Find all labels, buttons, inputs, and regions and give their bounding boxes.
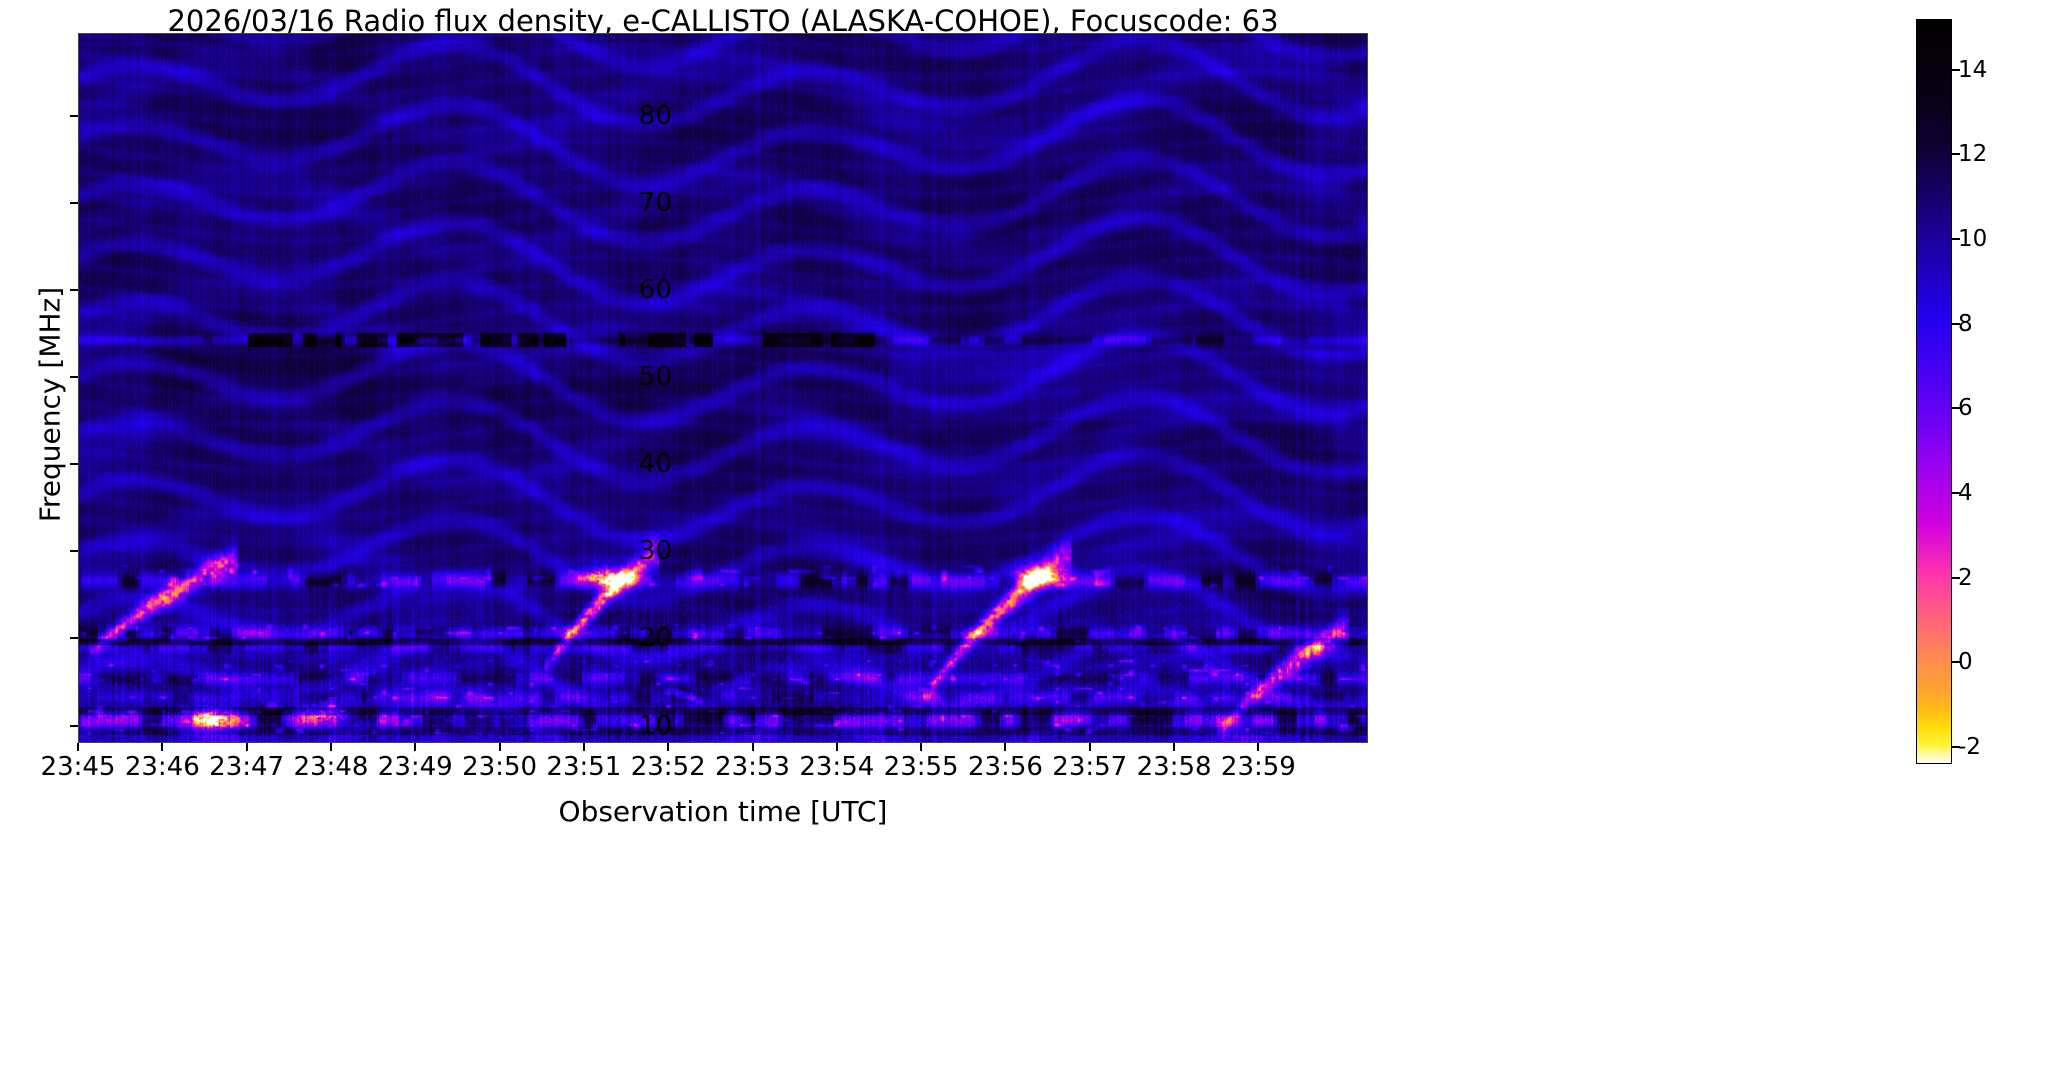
y-tick-label-20: 20 — [638, 623, 672, 654]
colorbar-tick-mark--2 — [1952, 746, 1960, 749]
x-tick-label-23-59: 23:59 — [1220, 752, 1296, 782]
x-tick-mark-23-58 — [1173, 743, 1176, 751]
colorbar-tick-label-14: 14 — [1958, 56, 1988, 83]
colorbar-tick-mark-2 — [1952, 576, 1960, 579]
x-tick-mark-23-57 — [1088, 743, 1091, 751]
y-tick-mark-40 — [70, 463, 78, 466]
x-tick-label-23-56: 23:56 — [967, 752, 1043, 782]
x-tick-mark-23-45 — [77, 743, 79, 751]
colorbar-tick-label-4: 4 — [1958, 480, 1973, 507]
x-tick-mark-23-51 — [582, 743, 585, 751]
y-tick-mark-10 — [70, 724, 78, 727]
x-tick-label-23-47: 23:47 — [209, 752, 285, 782]
colorbar-tick-label-0: 0 — [1958, 649, 1973, 676]
colorbar-tick-label-2: 2 — [1958, 564, 1973, 591]
x-tick-label-23-48: 23:48 — [293, 752, 369, 782]
x-tick-label-23-52: 23:52 — [630, 752, 706, 782]
x-tick-label-23-55: 23:55 — [883, 752, 959, 782]
y-tick-mark-60 — [70, 288, 78, 291]
y-tick-label-70: 70 — [638, 187, 672, 218]
spectrogram-image — [79, 34, 1367, 742]
spectrogram-plot-area — [78, 33, 1368, 743]
colorbar-tick-mark-4 — [1952, 492, 1960, 495]
colorbar-tick-mark-0 — [1952, 661, 1960, 664]
y-tick-label-40: 40 — [638, 449, 672, 480]
y-tick-mark-20 — [70, 637, 78, 640]
colorbar-tick-label-12: 12 — [1958, 141, 1988, 168]
x-tick-mark-23-59 — [1257, 743, 1260, 751]
x-tick-label-23-45: 23:45 — [40, 752, 116, 782]
x-tick-mark-23-53 — [751, 743, 754, 751]
y-tick-mark-70 — [70, 201, 78, 204]
y-tick-label-60: 60 — [638, 274, 672, 305]
colorbar-tick-mark-6 — [1952, 407, 1960, 410]
x-tick-mark-23-49 — [414, 743, 417, 751]
x-tick-label-23-58: 23:58 — [1136, 752, 1212, 782]
colorbar — [1916, 19, 1952, 764]
x-tick-label-23-46: 23:46 — [124, 752, 200, 782]
y-axis-label: Frequency [MHz] — [33, 286, 67, 523]
colorbar-tick-mark-10 — [1952, 238, 1960, 241]
y-tick-mark-30 — [70, 550, 78, 553]
y-tick-mark-80 — [70, 114, 78, 117]
colorbar-tick-label-10: 10 — [1958, 226, 1988, 253]
x-tick-mark-23-56 — [1004, 743, 1007, 751]
colorbar-tick-label--2: -2 — [1958, 734, 1981, 761]
colorbar-tick-mark-8 — [1952, 322, 1960, 325]
x-tick-mark-23-52 — [667, 743, 670, 751]
x-tick-mark-23-54 — [835, 743, 838, 751]
x-tick-mark-23-47 — [245, 743, 248, 751]
y-tick-label-30: 30 — [638, 536, 672, 567]
colorbar-tick-label-6: 6 — [1958, 395, 1973, 422]
x-tick-label-23-50: 23:50 — [462, 752, 538, 782]
colorbar-tick-mark-12 — [1952, 153, 1960, 156]
y-tick-label-10: 10 — [638, 710, 672, 741]
x-tick-mark-23-50 — [498, 743, 501, 751]
x-tick-label-23-51: 23:51 — [546, 752, 622, 782]
x-tick-mark-23-48 — [329, 743, 332, 751]
x-axis-label: Observation time [UTC] — [558, 795, 888, 828]
y-tick-label-80: 80 — [638, 100, 672, 131]
colorbar-gradient — [1917, 20, 1951, 763]
x-tick-mark-23-46 — [161, 743, 164, 751]
colorbar-tick-label-8: 8 — [1958, 310, 1973, 337]
spectrogram-canvas — [79, 34, 1367, 742]
x-tick-label-23-57: 23:57 — [1052, 752, 1128, 782]
y-tick-mark-50 — [70, 376, 78, 379]
y-tick-label-50: 50 — [638, 362, 672, 393]
colorbar-tick-mark-14 — [1952, 68, 1960, 71]
x-tick-label-23-49: 23:49 — [377, 752, 453, 782]
figure-title: 2026/03/16 Radio flux density, e-CALLIST… — [167, 4, 1279, 38]
x-tick-mark-23-55 — [920, 743, 923, 751]
x-tick-label-23-53: 23:53 — [715, 752, 790, 782]
x-tick-label-23-54: 23:54 — [799, 752, 875, 782]
